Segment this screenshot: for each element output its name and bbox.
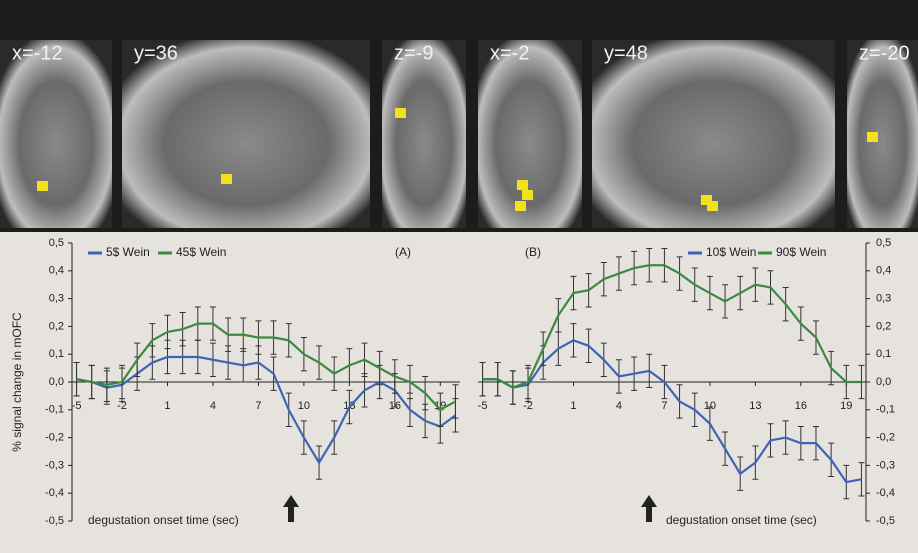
- brain-slice: [847, 40, 918, 228]
- y-tick-label: -0,2: [45, 432, 64, 444]
- y-tick-label: -0,1: [876, 404, 895, 416]
- brain-slice: [382, 40, 466, 228]
- x-tick-label: 7: [255, 400, 261, 412]
- x-tick-label: 16: [795, 400, 807, 412]
- x-tick-label: 1: [164, 400, 170, 412]
- x-axis-title: degustation onset time (sec): [88, 513, 239, 527]
- x-tick-label: -5: [478, 400, 488, 412]
- y-tick-label: 0,5: [876, 237, 891, 249]
- brain-slice: [592, 40, 835, 228]
- x-tick-label: 4: [210, 400, 216, 412]
- legend-label: 10$ Wein: [706, 245, 756, 259]
- y-tick-label: 0,2: [876, 320, 891, 332]
- legend-label: 5$ Wein: [106, 245, 150, 259]
- legend-label: 45$ Wein: [176, 245, 226, 259]
- y-tick-label: 0,4: [876, 265, 891, 277]
- slice-label: x=-2: [490, 42, 529, 64]
- brain-slice: [0, 40, 112, 228]
- activation-blob: [395, 108, 406, 118]
- x-tick-label: 1: [570, 400, 576, 412]
- activation-blob: [515, 201, 526, 211]
- x-axis-title: degustation onset time (sec): [666, 513, 817, 527]
- activation-blob: [522, 190, 533, 200]
- y-axis-title: % signal change in mOFC: [10, 312, 24, 452]
- y-tick-label: -0,1: [45, 404, 64, 416]
- y-tick-label: 0,1: [876, 348, 891, 360]
- activation-blob: [707, 201, 718, 211]
- slice-label: y=36: [134, 42, 178, 64]
- slice-label: z=-20: [859, 42, 910, 64]
- x-tick-label: -5: [72, 400, 82, 412]
- y-tick-label: 0,3: [49, 293, 64, 305]
- slice-label: z=-9: [394, 42, 433, 64]
- x-tick-label: 13: [749, 400, 761, 412]
- x-tick-label: 19: [840, 400, 852, 412]
- brain-slice: [122, 40, 370, 228]
- activation-blob: [37, 181, 48, 191]
- x-tick-label: 10: [298, 400, 310, 412]
- y-tick-label: -0,3: [45, 459, 64, 471]
- y-tick-label: 0,4: [49, 265, 64, 277]
- x-tick-label: 7: [661, 400, 667, 412]
- y-tick-label: 0,1: [49, 348, 64, 360]
- slice-label: x=-12: [12, 42, 63, 64]
- y-tick-label: -0,5: [876, 515, 895, 527]
- y-tick-label: 0,5: [49, 237, 64, 249]
- activation-blob: [867, 132, 878, 142]
- y-tick-label: -0,3: [876, 459, 895, 471]
- y-tick-label: 0,0: [876, 376, 891, 388]
- y-tick-label: -0,5: [45, 515, 64, 527]
- slice-label: y=48: [604, 42, 648, 64]
- activation-blob: [221, 174, 232, 184]
- y-tick-label: 0,2: [49, 320, 64, 332]
- x-tick-label: 4: [616, 400, 622, 412]
- figure: x=-12 y=36 z=-9 x=-2 y=48 z=-20 0,5 0,4 0,3 0,2 0…: [0, 0, 918, 553]
- y-tick-label: -0,4: [45, 487, 64, 499]
- panel-label: (A): [395, 245, 411, 259]
- y-tick-label: -0,4: [876, 487, 895, 499]
- y-tick-label: 0,0: [49, 376, 64, 388]
- legend-label: 90$ Wein: [776, 245, 826, 259]
- panel-label: (B): [525, 245, 541, 259]
- y-tick-label: 0,3: [876, 293, 891, 305]
- y-tick-label: -0,2: [876, 432, 895, 444]
- activation-blob: [517, 180, 528, 190]
